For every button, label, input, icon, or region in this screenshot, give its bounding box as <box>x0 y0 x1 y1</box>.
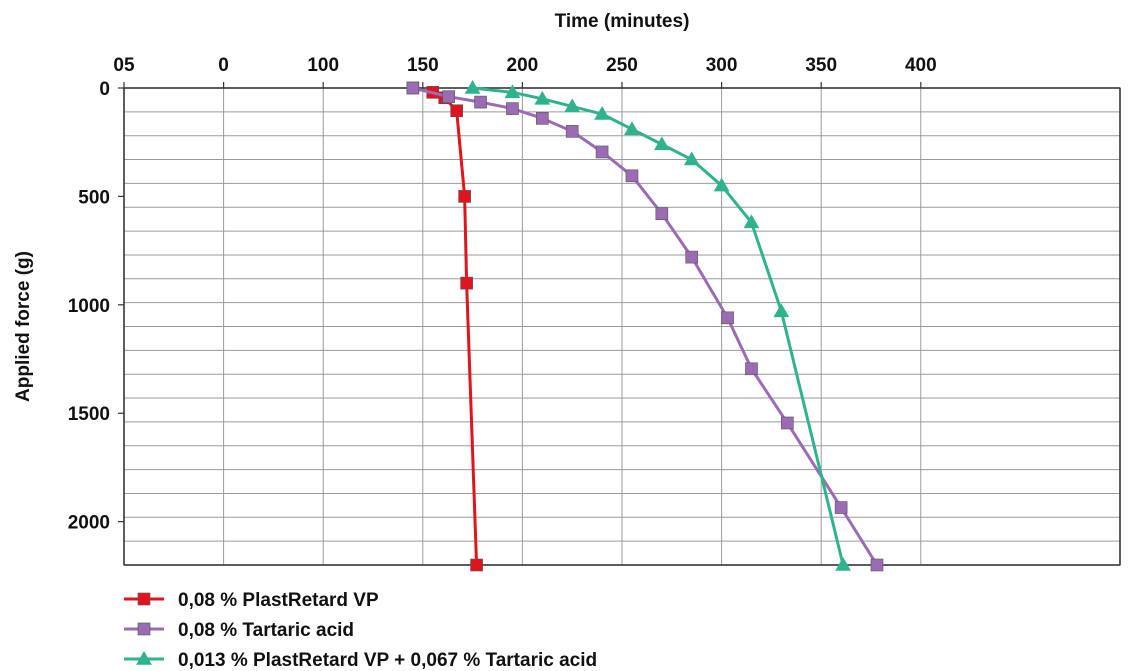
legend: 0,08 % PlastRetard VP 0,08 % Tartaric aci… <box>124 590 597 671</box>
x-tick-label: 150 <box>407 55 439 76</box>
data-point <box>625 169 639 183</box>
x-tick-label: 100 <box>307 55 339 76</box>
x-tick-label: 300 <box>706 55 738 76</box>
y-tick-label: 500 <box>78 187 110 208</box>
series-3 <box>464 79 851 571</box>
x-axis-title: Time (minutes) <box>555 11 690 32</box>
data-point <box>506 102 519 115</box>
y-tick-label: 0 <box>99 79 110 100</box>
data-point <box>565 125 579 138</box>
data-point <box>564 98 581 113</box>
data-point <box>721 311 734 325</box>
data-point <box>683 151 700 166</box>
data-point <box>781 416 794 430</box>
data-point <box>470 558 483 572</box>
y-axis-title: Applied force (g) <box>13 251 34 402</box>
data-point <box>743 214 760 229</box>
data-point <box>406 81 420 95</box>
legend-label: 0,08 % Tartaric acid <box>178 620 354 641</box>
data-point <box>504 84 521 99</box>
data-point <box>464 79 481 94</box>
x-tick-label: 05 <box>113 55 135 76</box>
legend-item: 0,013 % PlastRetard VP + 0,067 % Tartari… <box>124 650 597 671</box>
data-point <box>460 276 473 290</box>
data-point <box>773 303 790 318</box>
y-tick-label: 1000 <box>68 296 110 317</box>
y-axis-ticks: 0 500 1000 1500 2000 <box>68 79 124 534</box>
data-point <box>594 106 610 120</box>
data-point <box>595 145 609 159</box>
data-point <box>474 95 487 109</box>
series-layer <box>406 79 884 572</box>
data-point <box>745 362 758 376</box>
y-tick-label: 1500 <box>68 404 110 425</box>
data-point <box>624 121 640 135</box>
legend-label: 0,013 % PlastRetard VP + 0,067 % Tartari… <box>178 650 597 671</box>
data-point <box>534 90 551 105</box>
data-point <box>458 190 471 203</box>
y-tick-label: 2000 <box>68 513 110 534</box>
data-point <box>835 556 851 571</box>
x-tick-label: 0 <box>218 55 229 76</box>
series-line <box>472 86 845 566</box>
data-point <box>870 558 884 572</box>
legend-swatch-marker <box>136 650 152 665</box>
x-tick-label: 200 <box>507 55 539 76</box>
legend-swatch-marker <box>137 592 151 606</box>
data-point <box>655 207 669 221</box>
legend-item: 0,08 % PlastRetard VP <box>124 590 379 611</box>
legend-item: 0,08 % Tartaric acid <box>124 620 354 641</box>
data-point <box>653 136 670 151</box>
data-point <box>536 112 549 125</box>
grid <box>123 87 1121 566</box>
x-tick-label: 250 <box>606 55 638 76</box>
data-point <box>442 90 455 103</box>
x-tick-label: 350 <box>805 55 837 76</box>
series-2 <box>406 81 884 572</box>
legend-label: 0,08 % PlastRetard VP <box>178 590 379 611</box>
legend-swatch-marker <box>137 622 151 636</box>
data-point <box>450 104 463 118</box>
data-point <box>713 177 730 192</box>
data-point <box>685 250 699 264</box>
x-tick-label: 400 <box>905 55 937 76</box>
x-axis-ticks: 05 0 100 150 200 250 300 350 400 <box>113 55 937 88</box>
data-point <box>834 501 848 514</box>
